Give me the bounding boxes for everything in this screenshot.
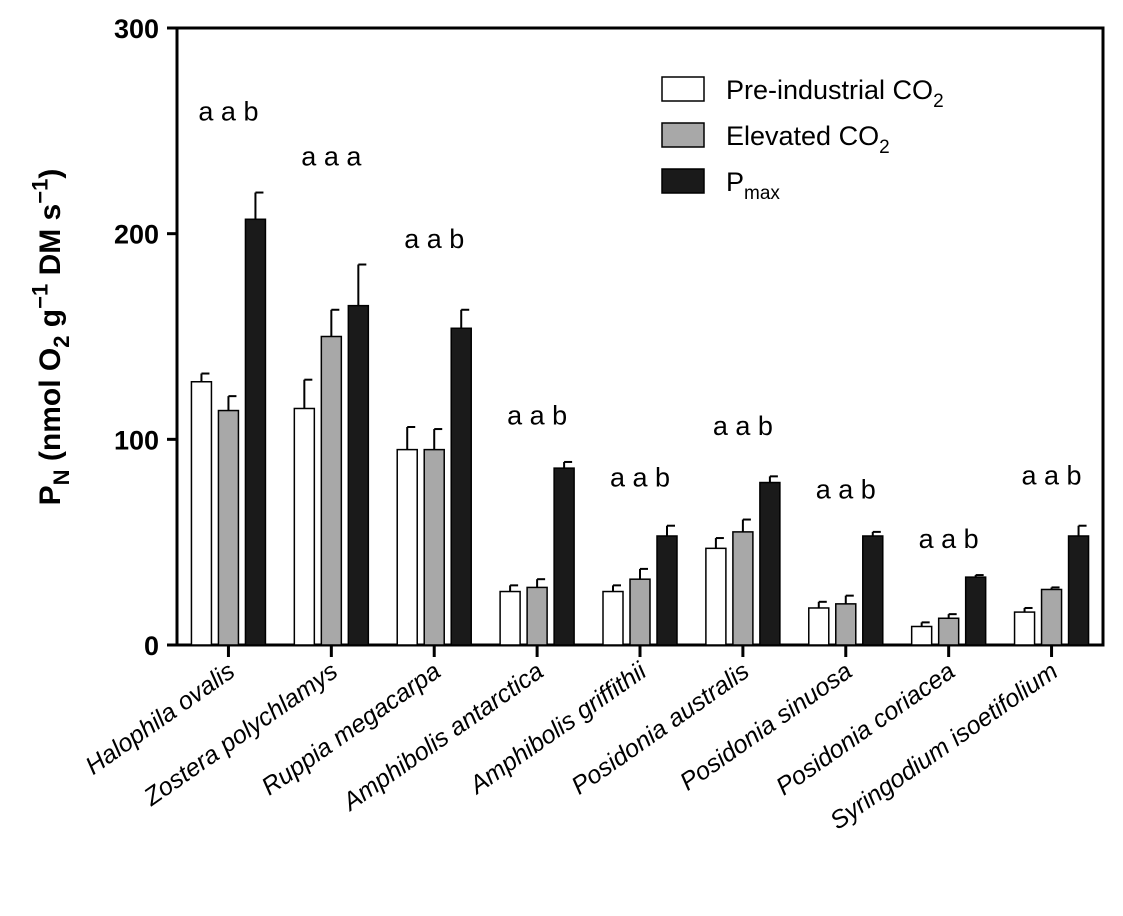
bar (602, 590, 624, 646)
text-span: g (34, 309, 67, 336)
significance-label: a a a (301, 142, 362, 172)
text-span: N (49, 469, 74, 485)
bar (499, 590, 521, 646)
bar (732, 531, 754, 646)
legend-label: Pre-industrial CO2 (726, 75, 944, 112)
y-tick-label: 0 (144, 631, 159, 661)
bar (423, 448, 445, 646)
text-span: 2 (933, 91, 944, 112)
x-category-label: Ruppia megacarpa (257, 657, 446, 801)
text-span: −1 (27, 284, 52, 309)
x-category-label: Posidonia australis (566, 657, 754, 800)
legend-swatch (661, 122, 705, 148)
bar (553, 467, 575, 646)
bar (629, 578, 651, 646)
bar (244, 218, 267, 646)
bar (862, 535, 884, 646)
bar (705, 547, 727, 646)
bar (835, 603, 857, 646)
x-category-label: Amphibolis griffithii (463, 656, 653, 800)
bar (910, 625, 933, 646)
text-span: Pre-industrial CO (726, 75, 933, 105)
legend-label: Elevated CO2 (726, 121, 890, 158)
y-tick-label: 100 (114, 425, 159, 455)
bar (937, 617, 960, 646)
text-span: 2 (879, 137, 890, 158)
y-tick-label: 200 (114, 220, 159, 250)
bar (190, 380, 213, 646)
text-span: max (744, 183, 780, 204)
significance-label: a a b (816, 475, 876, 505)
bar (217, 409, 240, 646)
legend-label: Pmax (726, 167, 780, 204)
significance-label: a a b (198, 96, 258, 126)
bar (656, 535, 678, 646)
y-tick-label: 300 (114, 14, 159, 44)
text-span: DM s (34, 204, 67, 284)
x-category-label: Posidonia sinuosa (675, 657, 857, 796)
text-span: (nmol O (34, 348, 67, 470)
text-span: P (726, 167, 744, 197)
legend-swatch (661, 168, 705, 194)
text-span: Elevated CO (726, 121, 879, 151)
significance-label: a a b (404, 224, 464, 254)
text-span: ) (34, 169, 67, 179)
bar (964, 576, 987, 646)
significance-label: a a b (507, 401, 567, 431)
bar (526, 586, 548, 646)
x-category-label: Posidonia coriacea (771, 657, 960, 801)
bar (1067, 535, 1090, 646)
bar (396, 448, 418, 646)
significance-label: a a b (610, 462, 670, 492)
significance-label: a a b (1022, 460, 1082, 490)
bar (759, 481, 781, 646)
bar (293, 407, 316, 646)
text-span: −1 (27, 179, 52, 204)
significance-label: a a b (713, 411, 773, 441)
x-category-label: Zostera polychlamys (138, 657, 343, 812)
legend-swatch (661, 76, 705, 102)
y-axis-title: PN (nmol O2 g−1 DM s−1) (27, 169, 74, 506)
bar (450, 327, 472, 646)
bar (320, 335, 343, 646)
bar (1013, 611, 1036, 646)
text-span: P (34, 485, 67, 505)
bar (808, 607, 830, 646)
significance-label: a a b (919, 524, 979, 554)
bar (347, 304, 370, 646)
bar (1040, 588, 1063, 646)
text-span: 2 (49, 336, 74, 348)
